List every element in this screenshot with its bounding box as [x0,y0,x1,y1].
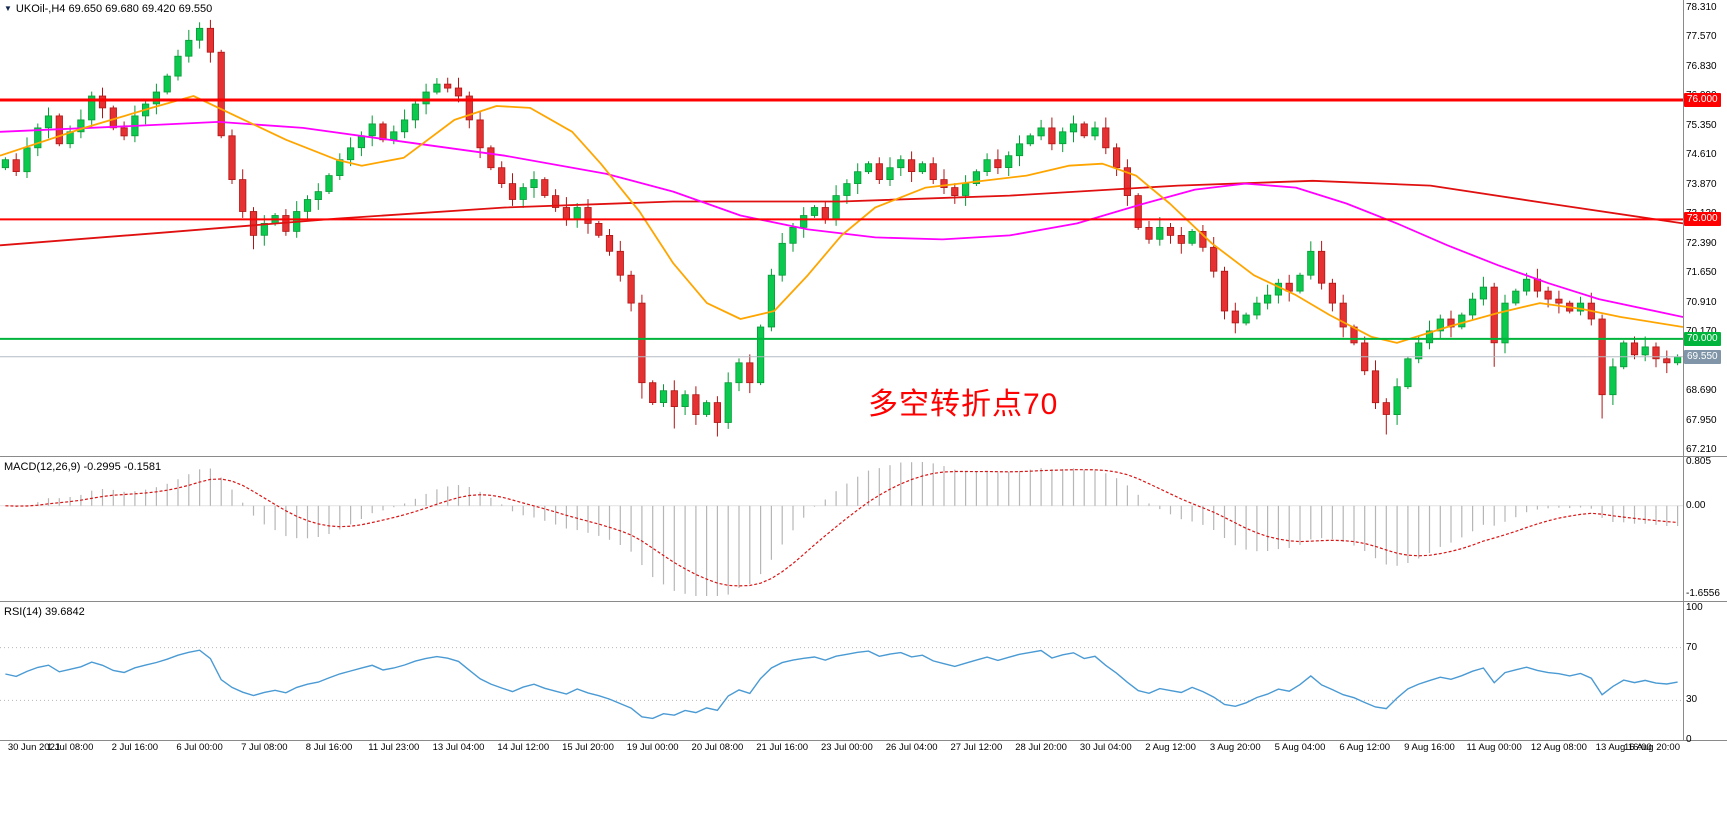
price-badge-76.000: 76.000 [1684,92,1721,107]
bid-price-badge: 69.550 [1684,349,1721,364]
time-axis-label: 13 Jul 04:00 [432,742,485,753]
price-axis: 78.31077.57076.83076.09075.35074.61073.8… [1684,0,1727,745]
time-axis-label: 21 Jul 16:00 [756,742,809,753]
price-axis-label: 73.870 [1686,178,1717,190]
time-axis-label: 11 Jul 23:00 [368,742,420,753]
price-axis-label: 75.350 [1686,119,1717,131]
time-axis-label: 5 Aug 04:00 [1274,742,1326,753]
time-axis-label: 2 Aug 12:00 [1145,742,1196,753]
rsi-axis-label: 100 [1686,602,1703,613]
time-axis-label: 30 Jun 2021 [7,742,61,753]
macd-title: MACD(12,26,9) -0.2995 -0.1581 [4,461,162,473]
time-axis-label: 7 Jul 08:00 [241,742,288,753]
symbol-ohlc-text: UKOil-,H4 69.650 69.680 69.420 69.550 [15,3,213,15]
time-axis-label: 26 Jul 04:00 [885,742,938,753]
main-price-chart[interactable] [0,0,1683,456]
candlestick-series [1,19,1682,437]
time-axis-label: 28 Jul 20:00 [1015,742,1067,753]
time-axis-label: 3 Aug 20:00 [1209,742,1261,753]
time-axis-label: 23 Jul 00:00 [821,742,873,753]
time-axis-label: 8 Jul 16:00 [305,742,353,753]
price-axis-label: 78.310 [1686,2,1717,13]
time-axis-label: 14 Jul 12:00 [497,742,550,753]
rsi-panel[interactable] [0,602,1683,740]
symbol-marker-icon: ▼ [4,4,12,13]
slow-ma-red [0,179,1683,247]
time-axis-label: 2 Jul 16:00 [111,742,159,753]
time-axis-label: 6 Jul 00:00 [176,742,223,753]
time-axis-label: 20 Jul 08:00 [691,742,744,753]
price-axis-label: 71.650 [1686,267,1717,279]
macd-histogram [15,462,1679,596]
chart-title: ▼ UKOil-,H4 69.650 69.680 69.420 69.550 [4,3,212,15]
price-axis-label: 77.570 [1686,31,1717,43]
rsi-axis-label: 70 [1686,641,1698,653]
macd-axis-label: -1.6556 [1686,588,1720,599]
price-axis-label: 70.910 [1686,296,1717,308]
annotation-text: 多空转折点70 [868,388,1059,421]
time-axis-label: 15 Jul 20:00 [562,742,614,753]
panel-separator [0,740,1727,741]
time-axis-label: 12 Aug 08:00 [1530,742,1587,753]
rsi-title: RSI(14) 39.6842 [4,606,85,618]
time-axis-label: 1 Jul 08:00 [46,742,94,753]
rsi-axis-label: 30 [1686,694,1698,706]
macd-axis-label: 0.805 [1686,456,1712,467]
price-badge-73.000: 73.000 [1684,212,1721,227]
time-axis-label: 9 Aug 16:00 [1404,742,1455,753]
axis-separator [1683,0,1684,740]
time-axis-label: 30 Jul 04:00 [1079,742,1132,753]
price-badge-70.000: 70.000 [1684,331,1721,346]
price-axis-label: 72.390 [1686,237,1717,249]
macd-axis-label: 0.00 [1686,499,1706,511]
time-axis-label: 11 Aug 00:00 [1466,742,1522,753]
time-axis-label: 16 Aug 20:00 [1624,742,1680,753]
macd-panel[interactable] [0,457,1683,601]
time-axis: 30 Jun 2021 1 Jul 08:00 2 Jul 16:00 6 Jul 0… [0,742,1683,758]
price-axis-label: 74.610 [1686,149,1717,161]
medium-ma-magenta [0,121,1683,318]
panel-separator [0,601,1727,602]
price-axis-label: 67.210 [1686,444,1717,455]
price-axis-label: 70.170 [1686,326,1717,338]
macd-signal-line [5,469,1678,587]
rsi-line [5,649,1678,720]
time-axis-label: 13 Aug 16:00 [1595,742,1652,753]
panel-separator [0,456,1727,457]
price-axis-label: 76.830 [1686,60,1717,72]
time-axis-label: 19 Jul 00:00 [626,742,679,753]
rsi-axis-label: 0 [1686,734,1692,745]
time-axis-label: 27 Jul 12:00 [950,742,1003,753]
price-axis-label: 68.690 [1686,385,1717,397]
price-axis-label: 67.950 [1686,414,1717,426]
time-axis-label: 6 Aug 12:00 [1339,742,1391,753]
